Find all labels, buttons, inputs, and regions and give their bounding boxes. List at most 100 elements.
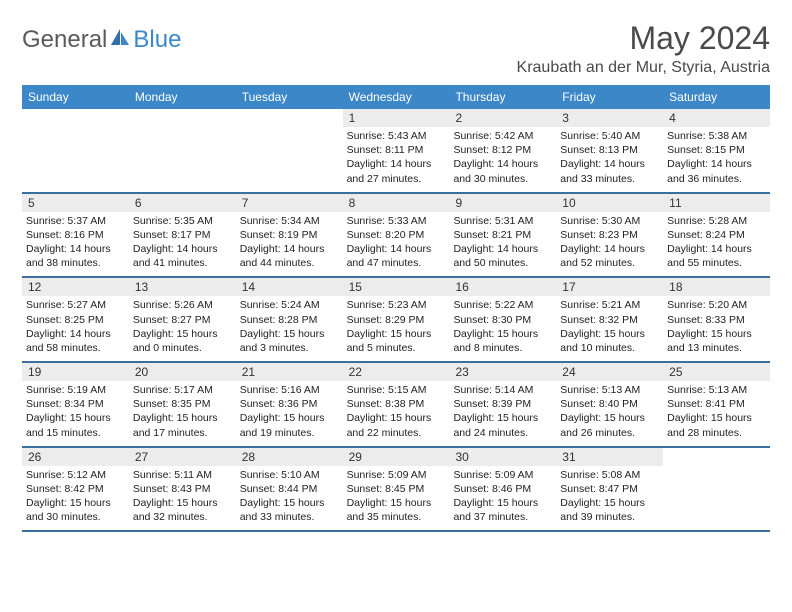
day-cell: 17 Sunrise: 5:21 AMSunset: 8:32 PMDayligh… bbox=[556, 278, 663, 361]
weekday-header-row: Sunday Monday Tuesday Wednesday Thursday… bbox=[22, 85, 770, 109]
sail-icon bbox=[109, 26, 131, 54]
day-number: 30 bbox=[449, 448, 556, 466]
day-body: Sunrise: 5:12 AMSunset: 8:42 PMDaylight:… bbox=[26, 468, 125, 525]
sunrise-text: Sunrise: 5:24 AM bbox=[240, 298, 339, 312]
sunset-text: Sunset: 8:45 PM bbox=[347, 482, 446, 496]
day-cell: 31Sunrise: 5:08 AMSunset: 8:47 PMDayligh… bbox=[556, 448, 663, 531]
daylight-text: Daylight: 14 hours and 41 minutes. bbox=[133, 242, 232, 270]
sunset-text: Sunset: 8:28 PM bbox=[240, 313, 339, 327]
sunset-text: Sunset: 8:32 PM bbox=[560, 313, 659, 327]
daylight-text: Daylight: 15 hours and 26 minutes. bbox=[560, 411, 659, 439]
sunset-text: Sunset: 8:40 PM bbox=[560, 397, 659, 411]
day-cell: 13Sunrise: 5:26 AMSunset: 8:27 PMDayligh… bbox=[129, 278, 236, 361]
day-number: 21 bbox=[236, 363, 343, 381]
weeks-container: ...1Sunrise: 5:43 AMSunset: 8:11 PMDayli… bbox=[22, 109, 770, 532]
day-body: Sunrise: 5:19 AMSunset: 8:34 PMDaylight:… bbox=[26, 383, 125, 440]
logo-text-blue: Blue bbox=[133, 26, 181, 54]
daylight-text: Daylight: 15 hours and 33 minutes. bbox=[240, 496, 339, 524]
sunset-text: Sunset: 8:43 PM bbox=[133, 482, 232, 496]
day-cell: 14Sunrise: 5:24 AMSunset: 8:28 PMDayligh… bbox=[236, 278, 343, 361]
day-cell: . bbox=[22, 109, 129, 192]
daylight-text: Daylight: 14 hours and 30 minutes. bbox=[453, 157, 552, 185]
day-body: Sunrise: 5:17 AMSunset: 8:35 PMDaylight:… bbox=[133, 383, 232, 440]
daylight-text: Daylight: 15 hours and 0 minutes. bbox=[133, 327, 232, 355]
daylight-text: Daylight: 15 hours and 3 minutes. bbox=[240, 327, 339, 355]
day-number: 5 bbox=[22, 194, 129, 212]
day-number: 18 bbox=[663, 278, 770, 296]
day-cell: 3Sunrise: 5:40 AMSunset: 8:13 PMDaylight… bbox=[556, 109, 663, 192]
sunrise-text: Sunrise: 5:31 AM bbox=[453, 214, 552, 228]
title-block: May 2024 Kraubath an der Mur, Styria, Au… bbox=[517, 20, 770, 77]
calendar: Sunday Monday Tuesday Wednesday Thursday… bbox=[22, 85, 770, 532]
sunrise-text: Sunrise: 5:42 AM bbox=[453, 129, 552, 143]
day-body: Sunrise: 5:38 AMSunset: 8:15 PMDaylight:… bbox=[667, 129, 766, 186]
day-cell: 21Sunrise: 5:16 AMSunset: 8:36 PMDayligh… bbox=[236, 363, 343, 446]
day-number: 2 bbox=[449, 109, 556, 127]
day-body: Sunrise: 5:14 AMSunset: 8:39 PMDaylight:… bbox=[453, 383, 552, 440]
day-number: 20 bbox=[129, 363, 236, 381]
sunrise-text: Sunrise: 5:35 AM bbox=[133, 214, 232, 228]
sunrise-text: Sunrise: 5:13 AM bbox=[667, 383, 766, 397]
day-body: Sunrise: 5:34 AMSunset: 8:19 PMDaylight:… bbox=[240, 214, 339, 271]
week-row: 12 Sunrise: 5:27 AMSunset: 8:25 PM Dayligh… bbox=[22, 278, 770, 363]
sunrise-text: Sunrise: 5:13 AM bbox=[560, 383, 659, 397]
daylight-text: Daylight: 14 hours and 55 minutes. bbox=[667, 242, 766, 270]
sunrise-text: Sunrise: 5:14 AM bbox=[453, 383, 552, 397]
day-number: 15 bbox=[343, 278, 450, 296]
sunset-text: Sunset: 8:21 PM bbox=[453, 228, 552, 242]
day-cell: 6Sunrise: 5:35 AMSunset: 8:17 PMDaylight… bbox=[129, 194, 236, 277]
sunrise-text: Sunrise: 5:43 AM bbox=[347, 129, 446, 143]
day-cell: 8Sunrise: 5:33 AMSunset: 8:20 PMDaylight… bbox=[343, 194, 450, 277]
day-number: 29 bbox=[343, 448, 450, 466]
sunset-text: Sunset: 8:34 PM bbox=[26, 397, 125, 411]
day-cell: 26Sunrise: 5:12 AMSunset: 8:42 PMDayligh… bbox=[22, 448, 129, 531]
sunrise-text: Sunrise: 5:12 AM bbox=[26, 468, 125, 482]
daylight-text: Daylight: 15 hours and 22 minutes. bbox=[347, 411, 446, 439]
day-number: 12 bbox=[22, 278, 129, 296]
sunset-text: Sunset: 8:13 PM bbox=[560, 143, 659, 157]
sunset-text: Sunset: 8:16 PM bbox=[26, 228, 125, 242]
location: Kraubath an der Mur, Styria, Austria bbox=[517, 59, 770, 77]
sunset-text: Sunset: 8:47 PM bbox=[560, 482, 659, 496]
logo: General Blue bbox=[22, 20, 181, 54]
day-body: Sunrise: 5:08 AMSunset: 8:47 PMDaylight:… bbox=[560, 468, 659, 525]
sunset-text: Sunset: 8:33 PM bbox=[667, 313, 766, 327]
daylight-text: Daylight: 15 hours and 10 minutes. bbox=[560, 327, 659, 355]
day-number: 17 bbox=[556, 278, 663, 296]
daylight-text: Daylight: 14 hours and 36 minutes. bbox=[667, 157, 766, 185]
day-number: 23 bbox=[449, 363, 556, 381]
daylight-text: Daylight: 15 hours and 28 minutes. bbox=[667, 411, 766, 439]
day-body: Sunrise: 5:23 AMSunset: 8:29 PMDaylight:… bbox=[347, 298, 446, 355]
sunrise-text: Sunrise: 5:28 AM bbox=[667, 214, 766, 228]
day-body: Sunrise: 5:13 AMSunset: 8:40 PMDaylight:… bbox=[560, 383, 659, 440]
daylight-text: Daylight: 15 hours and 17 minutes. bbox=[133, 411, 232, 439]
header: General Blue May 2024 Kraubath an der Mu… bbox=[22, 20, 770, 77]
sunrise-text: Sunrise: 5:30 AM bbox=[560, 214, 659, 228]
daylight-text: Daylight: 15 hours and 13 minutes. bbox=[667, 327, 766, 355]
sunset-text: Sunset: 8:41 PM bbox=[667, 397, 766, 411]
day-number: 7 bbox=[236, 194, 343, 212]
sunrise-text: Sunrise: 5:27 AM bbox=[26, 298, 125, 312]
day-cell: 29Sunrise: 5:09 AMSunset: 8:45 PMDayligh… bbox=[343, 448, 450, 531]
day-body: Sunrise: 5:15 AMSunset: 8:38 PMDaylight:… bbox=[347, 383, 446, 440]
sunset-text: Sunset: 8:25 PM bbox=[26, 313, 125, 327]
weekday-header: Sunday bbox=[22, 85, 129, 109]
day-number: 22 bbox=[343, 363, 450, 381]
day-body: Sunrise: 5:21 AMSunset: 8:32 PMDaylight:… bbox=[560, 298, 659, 355]
sunrise-text: Sunrise: 5:37 AM bbox=[26, 214, 125, 228]
day-body: Sunrise: 5:35 AMSunset: 8:17 PMDaylight:… bbox=[133, 214, 232, 271]
day-body: Sunrise: 5:43 AMSunset: 8:11 PMDaylight:… bbox=[347, 129, 446, 186]
day-cell: 24Sunrise: 5:13 AMSunset: 8:40 PMDayligh… bbox=[556, 363, 663, 446]
day-cell: 4Sunrise: 5:38 AMSunset: 8:15 PMDaylight… bbox=[663, 109, 770, 192]
sunset-text: Sunset: 8:29 PM bbox=[347, 313, 446, 327]
daylight-text: Daylight: 15 hours and 24 minutes. bbox=[453, 411, 552, 439]
sunrise-text: Sunrise: 5:20 AM bbox=[667, 298, 766, 312]
day-cell: 25Sunrise: 5:13 AMSunset: 8:41 PMDayligh… bbox=[663, 363, 770, 446]
sunrise-text: Sunrise: 5:34 AM bbox=[240, 214, 339, 228]
sunrise-text: Sunrise: 5:11 AM bbox=[133, 468, 232, 482]
day-cell: 20 Sunrise: 5:17 AMSunset: 8:35 PMDayligh… bbox=[129, 363, 236, 446]
weekday-header: Thursday bbox=[449, 85, 556, 109]
week-row: 26Sunrise: 5:12 AMSunset: 8:42 PMDayligh… bbox=[22, 448, 770, 533]
day-cell: 12Sunrise: 5:27 AMSunset: 8:25 PMDayligh… bbox=[22, 278, 129, 361]
day-body: Sunrise: 5:37 AMSunset: 8:16 PMDaylight:… bbox=[26, 214, 125, 271]
